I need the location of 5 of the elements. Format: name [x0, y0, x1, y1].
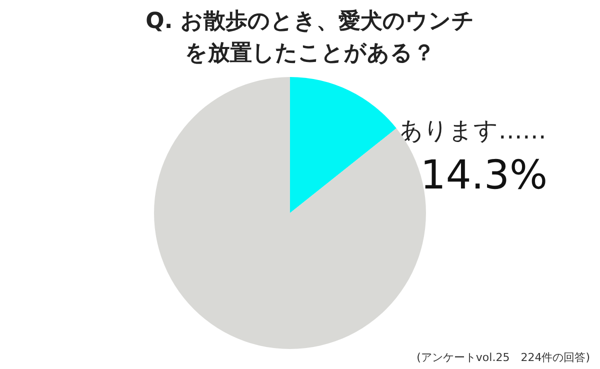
chart-title: Q. お散歩のとき、愛犬のウンチを放置したことがある？ [144, 8, 476, 68]
pie-slice [290, 77, 396, 213]
pie-slice [154, 77, 426, 349]
data-label: 14.3% [420, 152, 548, 198]
text: (アンケートvol.25 224件の回答) [416, 350, 590, 365]
